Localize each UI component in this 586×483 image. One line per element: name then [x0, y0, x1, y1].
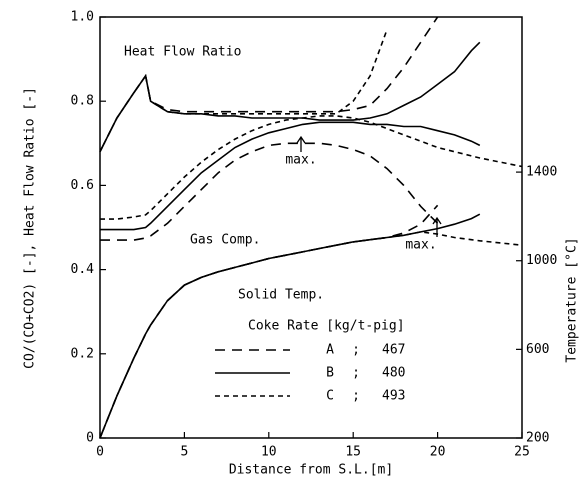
legend-rate: 480: [382, 366, 405, 381]
x-tick-label: 0: [96, 445, 104, 460]
legend-sep: ;: [352, 366, 360, 381]
plot-frame: [99, 16, 523, 439]
legend-name: B: [326, 366, 334, 381]
annotation-arrow: [296, 135, 306, 152]
curve: [100, 115, 523, 220]
x-tick-label: 20: [430, 445, 446, 460]
x-tick-label: 10: [261, 445, 277, 460]
y-tick-label: 1.0: [71, 10, 94, 25]
legend-name: C: [326, 389, 334, 404]
annotation: max.: [285, 153, 316, 168]
y2-tick-label: 200: [526, 431, 549, 446]
legend-rate: 493: [382, 389, 405, 404]
group-label: Gas Comp.: [190, 233, 260, 248]
legend-rate: 467: [382, 343, 405, 358]
curve: [99, 16, 439, 153]
curve: [99, 29, 388, 153]
legend-sep: ;: [352, 343, 360, 358]
x-axis-label: Distance from S.L.[m]: [229, 463, 393, 478]
legend-sep: ;: [352, 389, 360, 404]
annotation-arrow: [432, 216, 442, 237]
x-tick-label: 15: [345, 445, 361, 460]
y-tick-label: 0.4: [71, 262, 95, 277]
y-axis-label: CO/(CO+CO2) [-], Heat Flow Ratio [-]: [23, 87, 38, 369]
x-tick-label: 5: [180, 445, 188, 460]
y2-tick-label: 1400: [526, 165, 557, 180]
y-tick-label: 0.6: [71, 178, 94, 193]
group-label: Solid Temp.: [238, 288, 324, 303]
group-label: Heat Flow Ratio: [124, 45, 241, 60]
y-tick-label: 0.8: [71, 94, 94, 109]
y2-axis-label: Temperature [°C]: [565, 237, 580, 362]
legend-title: Coke Rate [kg/t-pig]: [248, 319, 405, 334]
y-tick-label: 0: [86, 431, 94, 446]
y2-tick-label: 600: [526, 342, 549, 357]
curve: [100, 142, 439, 241]
annotation: max.: [405, 238, 436, 253]
y-tick-label: 0.2: [71, 346, 94, 361]
y2-tick-label: 1000: [526, 253, 557, 268]
curve: [99, 41, 481, 153]
curve: [100, 121, 481, 231]
curve: [99, 231, 523, 439]
x-tick-label: 25: [514, 445, 530, 460]
legend-name: A: [326, 343, 334, 358]
